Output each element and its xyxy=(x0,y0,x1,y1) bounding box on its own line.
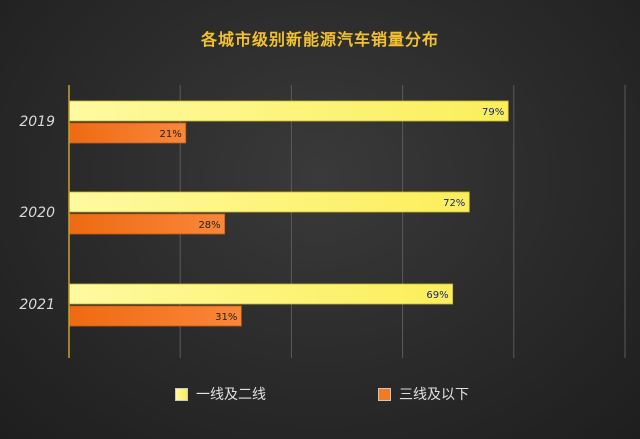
y-tick-label: 2020 xyxy=(19,205,55,221)
data-label: 31% xyxy=(215,312,237,323)
grid-lines xyxy=(179,85,626,358)
data-label: 28% xyxy=(198,220,220,231)
y-tick-label: 2019 xyxy=(19,114,55,130)
bars: 79% 21% 72% 28% 69% 31% xyxy=(68,100,509,327)
y-tick-label: 2021 xyxy=(19,297,55,313)
data-label: 79% xyxy=(482,107,504,118)
legend-item-series-2: 三线及以下 xyxy=(378,384,469,404)
legend-label-series-2: 三线及以下 xyxy=(399,387,469,403)
bar-series-1-2021 xyxy=(68,283,454,305)
data-label: 69% xyxy=(426,290,448,301)
y-tick-labels: 2019 2020 2021 xyxy=(19,114,55,313)
bar-series-1-2019 xyxy=(68,100,509,122)
data-label: 72% xyxy=(443,198,465,209)
legend-swatch-series-1 xyxy=(175,387,188,401)
legend-swatch-series-2 xyxy=(378,387,391,401)
bar-series-1-2020 xyxy=(68,191,470,213)
legend-label-series-1: 一线及二线 xyxy=(196,387,266,403)
chart-title: 各城市级别新能源汽车销量分布 xyxy=(200,30,439,49)
legend-item-series-1: 一线及二线 xyxy=(175,384,266,404)
data-label: 21% xyxy=(160,129,182,140)
